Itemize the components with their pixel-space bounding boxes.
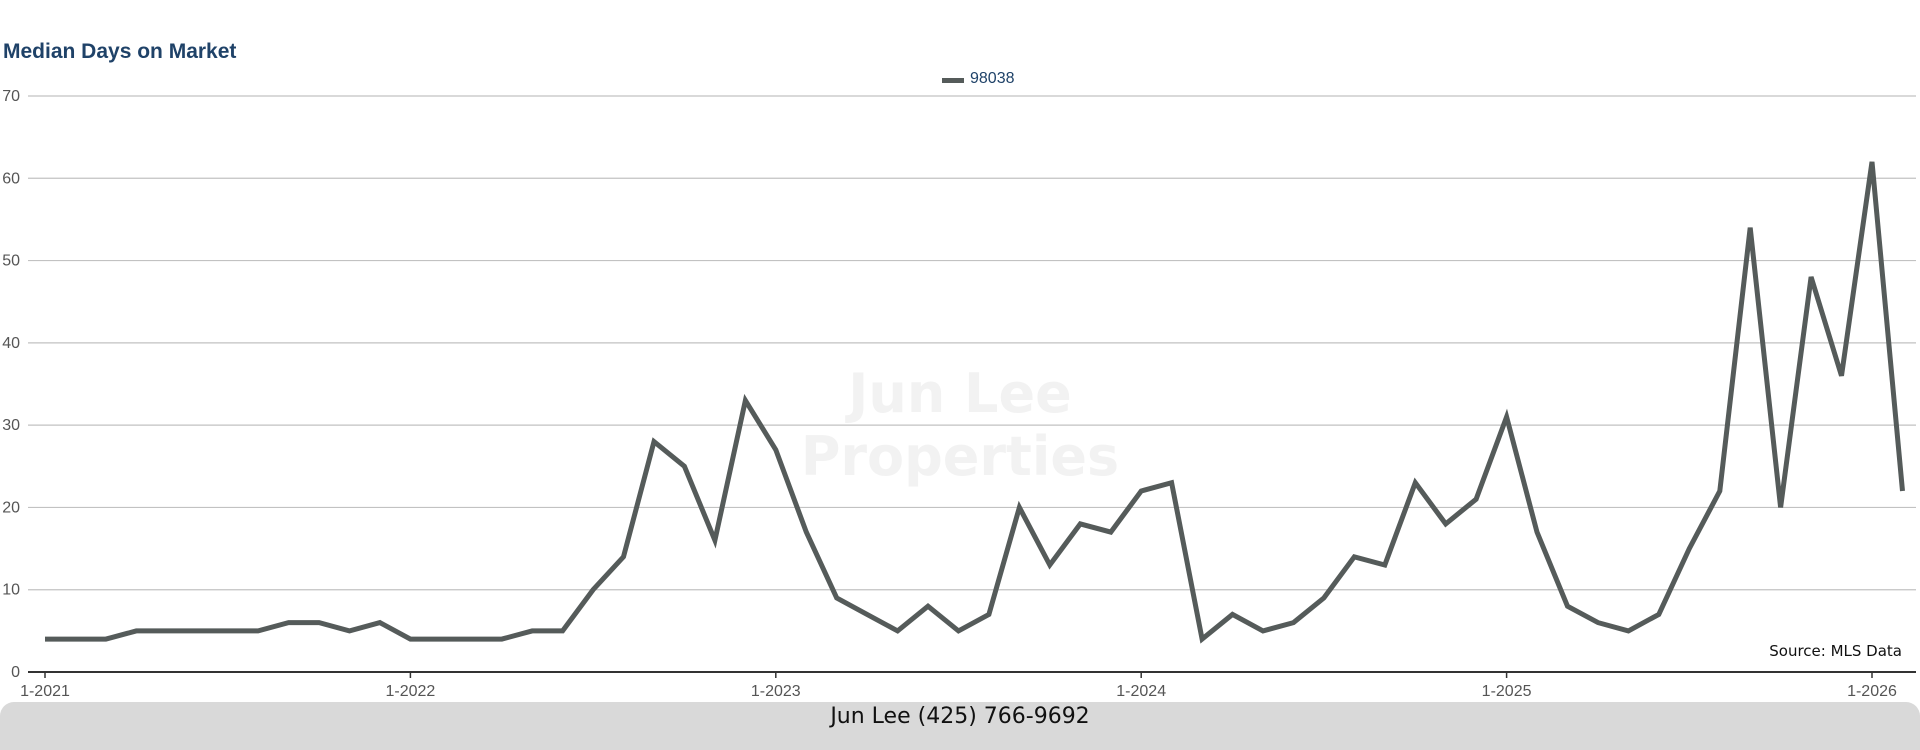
x-tick-label: 1-2023 [751,683,801,700]
chart-title: Median Days on Market [3,40,237,63]
x-tick-label: 1-2022 [385,683,435,700]
y-tick-label: 40 [2,335,20,352]
y-tick-label: 70 [2,88,20,105]
series-line-98038 [45,161,1905,644]
y-tick-label: 10 [2,582,20,599]
legend-label: 98038 [970,70,1015,87]
watermark: Jun Lee Properties [800,362,1120,488]
legend-swatch [942,78,964,83]
x-tick-label: 1-2021 [20,683,70,700]
y-tick-label: 30 [2,417,20,434]
y-tick-label: 50 [2,253,20,270]
footer-bar [0,702,1920,750]
y-tick-label: 0 [11,664,20,681]
source-note: Source: MLS Data [1769,642,1902,660]
footer-contact: Jun Lee (425) 766-9692 [830,704,1090,729]
x-tick-label: 1-2025 [1482,683,1532,700]
x-tick-label: 1-2026 [1847,683,1897,700]
x-tick-label: 1-2024 [1116,683,1166,700]
y-tick-label: 60 [2,170,20,187]
y-tick-label: 20 [2,499,20,516]
